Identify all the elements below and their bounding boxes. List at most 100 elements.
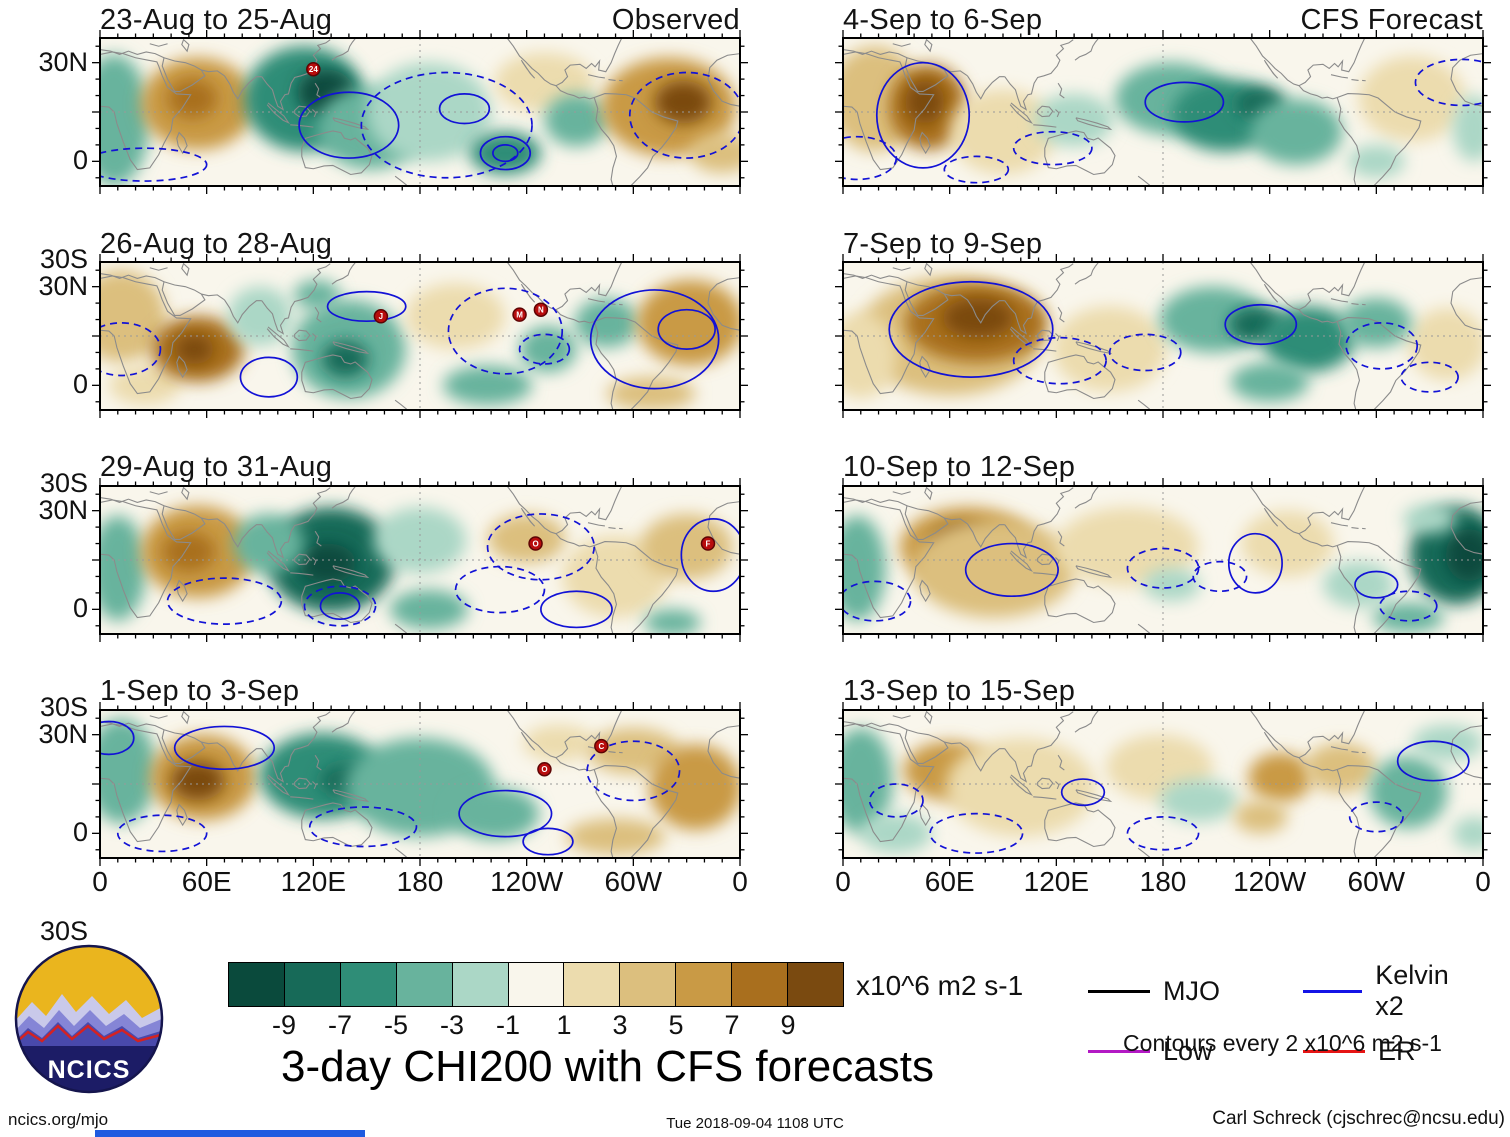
storm-marker: 24 [306,61,321,77]
legend-line [1088,989,1150,993]
panel-date-range: 29-Aug to 31-Aug [100,451,333,483]
x-axis-label: 60E [181,866,232,897]
x-axis-label: 120W [490,866,564,897]
legend: MJO Kelvin x2 Low ER [1088,960,1480,1067]
y-axis-label: 30S [39,244,88,274]
x-axis-label: 120E [280,866,347,897]
storm-marker: F [700,536,716,551]
colorbar-cell [507,962,565,1007]
y-axis-label: 0 [72,817,88,848]
colorbar-tick-label: 3 [612,1010,628,1040]
logo-circle-outline [14,944,164,1094]
svg-text:J: J [379,312,383,321]
x-axis-label: 0 [732,866,748,897]
colorbar-cell [675,962,733,1007]
panel-title-row: 4-Sep to 6-Sep CFS Forecast [843,4,1483,37]
panel-title-row: 26-Aug to 28-Aug [100,228,740,261]
legend-label: MJO [1163,975,1220,1006]
svg-text:N: N [538,305,544,314]
colorbar-cell [228,962,285,1007]
colorbar-cell [339,962,397,1007]
storm-marker: O [528,536,543,551]
x-axis-label: 60E [924,866,975,897]
logo-ncics-text: NCICS [48,1056,131,1084]
panel-date-range: 7-Sep to 9-Sep [843,228,1043,260]
x-axis-label: 180 [396,866,444,897]
map-panel-5 [835,30,1491,194]
figure-title: 3-day CHI200 with CFS forecasts [281,1042,934,1091]
logo-red-ridge-line [16,1024,162,1045]
author-credit: Carl Schreck (cjschrec@ncsu.edu) [1212,1108,1505,1129]
storm-marker: O [537,761,552,777]
svg-text:O: O [541,765,547,774]
panel-title-row: 10-Sep to 12-Sep [843,451,1483,484]
map-panel-4: OC [92,702,748,866]
map-panel-7 [835,478,1491,642]
colorbar-tick-label: -5 [383,1010,409,1040]
x-axis-label: 180 [1139,866,1187,897]
colorbar-cell [563,962,621,1007]
colorbar: -9 -7 -5 -3 -1 1 3 5 7 9 [228,962,844,1040]
svg-text:F: F [706,539,711,548]
legend-line [1088,1050,1150,1053]
legend-item-er: ER [1303,1036,1480,1067]
panel-date-range: 1-Sep to 3-Sep [100,675,300,707]
y-axis-label: 30N [38,270,88,301]
colorbar-tick-label: -9 [271,1010,297,1040]
y-axis-label: 30N [38,46,88,77]
y-axis-label: 30N [38,718,88,749]
colorbar-tick-label: 5 [668,1010,684,1040]
x-axis-label: 0 [1475,866,1491,897]
bottom-blue-bar [95,1130,365,1137]
legend-label: ER [1378,1036,1416,1066]
colorbar-cell [451,962,509,1007]
legend-line [1303,1050,1365,1053]
storm-marker: J [373,309,389,324]
legend-contour-note: Contours every 2 x10^6 m2 s-1 [1123,1030,1442,1056]
panel-date-range: 10-Sep to 12-Sep [843,451,1076,483]
y-axis-label: 30S [39,916,88,946]
y-axis-label: 30S [39,468,88,498]
colorbar-cell [619,962,677,1007]
colorbar-tick-label: 9 [780,1010,796,1040]
legend-label: Kelvin x2 [1375,960,1449,1021]
storm-marker: C [594,738,609,754]
panel-date-range: 4-Sep to 6-Sep [843,4,1043,36]
colorbar-tick-label: 7 [724,1010,740,1040]
map-panel-2: J MN [92,254,748,418]
site-url-text: ncics.org/mjo [8,1110,109,1129]
generation-timestamp: Tue 2018-09-04 1108 UTC [666,1115,844,1132]
colorbar-tick-label: 1 [556,1010,572,1040]
x-axis-label: 60W [604,866,663,897]
colorbar-cell [283,962,341,1007]
legend-label: Low [1163,1036,1213,1066]
panel-title-row: 29-Aug to 31-Aug [100,451,740,484]
y-axis-label: 30S [39,692,88,722]
x-axis-label: 60W [1347,866,1406,897]
panel-date-range: 13-Sep to 15-Sep [843,675,1076,707]
panel-title-row: 23-Aug to 25-Aug Observed [100,4,740,37]
y-axis-label: 0 [72,145,88,176]
colorbar-tick-label: -1 [495,1010,521,1040]
colorbar-cell [395,962,453,1007]
svg-text:C: C [598,742,604,751]
x-axis-label: 0 [835,866,851,897]
legend-line [1303,989,1363,993]
ncics-logo: NCICS [14,944,164,1094]
svg-text:M: M [516,310,523,319]
panel-title-row: 13-Sep to 15-Sep [843,675,1483,708]
panel-title-row: 1-Sep to 3-Sep [100,675,740,708]
panel-title-row: 7-Sep to 9-Sep [843,228,1483,261]
legend-item-kelvin-x2: Kelvin x2 [1303,960,1480,1022]
colorbar-tick-label: -7 [327,1010,353,1040]
x-axis-label: 0 [92,866,108,897]
x-axis-label: 120E [1023,866,1090,897]
panel-date-range: 26-Aug to 28-Aug [100,228,333,260]
colorbar-units-label: x10^6 m2 s-1 [856,970,1024,1001]
legend-item-mjo: MJO [1088,960,1303,1022]
svg-text:24: 24 [309,65,318,74]
y-axis-label: 0 [72,593,88,624]
svg-text:O: O [532,539,538,548]
